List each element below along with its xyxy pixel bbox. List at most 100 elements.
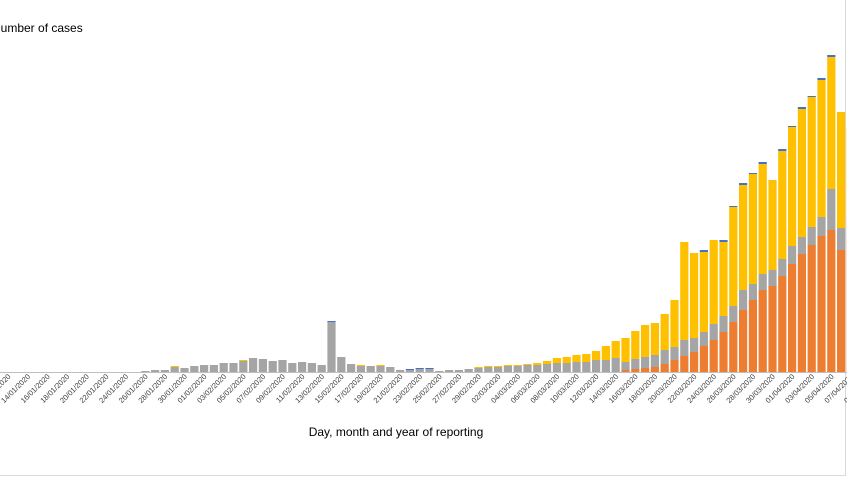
bar-segment	[631, 369, 640, 372]
bar-segment	[543, 361, 552, 364]
bar-segment	[690, 352, 699, 372]
bar-segment	[258, 359, 267, 372]
bar-segment	[572, 362, 581, 372]
bar-segment	[582, 362, 591, 372]
bar-segment	[690, 338, 699, 352]
bar-segment	[768, 270, 777, 286]
bar-segment	[503, 365, 512, 366]
bar-segment	[817, 217, 826, 236]
bar-segment	[797, 107, 806, 109]
bar-segment	[768, 180, 777, 270]
bar-segment	[680, 356, 689, 372]
bar-segment	[748, 284, 757, 300]
bar-segment	[778, 149, 787, 151]
bar-segment	[699, 250, 708, 252]
bar-segment	[778, 259, 787, 276]
bar-segment	[151, 370, 160, 372]
bar-segment	[239, 360, 248, 361]
bar-segment	[837, 112, 846, 228]
bar-segment	[454, 370, 463, 372]
bar-segment	[190, 366, 199, 372]
bar-segment	[788, 264, 797, 372]
bar-segment	[337, 357, 346, 372]
bar-segment	[209, 365, 218, 372]
bar-segment	[229, 363, 238, 372]
bar-segment	[719, 316, 728, 332]
bar-segment	[533, 365, 542, 372]
bar-segment	[307, 363, 316, 372]
bar-segment	[288, 363, 297, 372]
bar-segment	[298, 362, 307, 372]
bar-segment	[837, 250, 846, 372]
bar-segment	[719, 242, 728, 316]
bar-segment	[660, 364, 669, 372]
bar-segment	[699, 252, 708, 332]
bar-segment	[817, 236, 826, 372]
bar-segment	[562, 363, 571, 372]
bar-segment	[200, 365, 209, 372]
bar-segment	[180, 368, 189, 372]
bar-segment	[601, 360, 610, 372]
bar-segment	[366, 366, 375, 372]
bar-segment	[650, 355, 659, 367]
bar-segment	[699, 346, 708, 372]
bar-segment	[621, 338, 630, 362]
bar-segment	[719, 240, 728, 242]
bar-segment	[797, 254, 806, 372]
bar-segment	[817, 78, 826, 80]
bar-segment	[758, 164, 767, 274]
bar-segment	[827, 189, 836, 230]
bar-segment	[670, 347, 679, 360]
bar-segment	[562, 357, 571, 363]
bar-segment	[356, 366, 365, 372]
bar-segment	[386, 367, 395, 372]
bar-segment	[739, 290, 748, 310]
bar-segment	[650, 323, 659, 355]
bar-segment	[670, 300, 679, 347]
bar-segment	[621, 370, 630, 372]
bar-segment	[356, 365, 365, 366]
bar-segment	[552, 358, 561, 363]
x-axis-title: Day, month and year of reporting	[308, 425, 484, 439]
bar-segment	[376, 366, 385, 372]
bar-segment	[807, 227, 816, 245]
bar-segment	[170, 366, 179, 367]
bar-segment	[219, 363, 228, 372]
bar-segment	[739, 310, 748, 372]
bar-segment	[709, 240, 718, 324]
bar-segment	[699, 332, 708, 346]
bar-segment	[660, 350, 669, 364]
bar-segment	[680, 242, 689, 340]
bar-segment	[729, 206, 738, 207]
bar-segment	[376, 365, 385, 366]
bar-segment	[680, 340, 689, 356]
bar-segment	[405, 370, 414, 372]
bar-segment	[807, 97, 816, 227]
bar-segment	[788, 246, 797, 264]
bar-segment	[494, 366, 503, 367]
bar-segment	[317, 365, 326, 372]
bar-segment	[739, 183, 748, 185]
bar-segment	[797, 237, 806, 254]
bar-segment	[268, 361, 277, 372]
bar-segment	[425, 369, 434, 372]
bar-segment	[837, 228, 846, 250]
bar-segment	[758, 290, 767, 372]
bar-segment	[435, 371, 444, 372]
y-axis-title: Number of cases	[0, 21, 83, 35]
bar-segment	[484, 366, 493, 367]
bar-segment	[543, 364, 552, 372]
bar-segment	[484, 367, 493, 372]
bar-segment	[249, 358, 258, 372]
bar-segment	[170, 367, 179, 372]
bar-segment	[641, 368, 650, 372]
bar-segment	[797, 109, 806, 237]
bar-segment	[494, 367, 503, 372]
bar-segment	[327, 321, 336, 322]
bar-segment	[709, 324, 718, 340]
bar-segment	[552, 363, 561, 372]
bar-segment	[641, 357, 650, 368]
bar-segment	[464, 369, 473, 372]
bar-segment	[347, 364, 356, 372]
